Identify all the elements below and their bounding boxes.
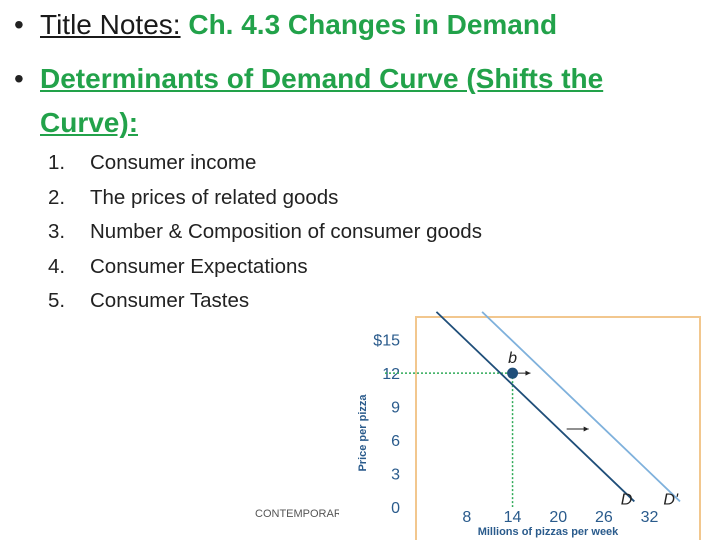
- x-tick-label: 8: [462, 509, 471, 526]
- shift-arrow-head: [525, 370, 531, 376]
- demand-curve-d: [435, 311, 635, 503]
- list-item: 3. Number & Composition of consumer goods: [48, 220, 482, 244]
- demand-curve-d-prime: [481, 311, 681, 503]
- y-tick-label: 0: [391, 500, 400, 517]
- title-prefix: Title Notes:: [40, 9, 181, 40]
- title-text: Ch. 4.3 Changes in Demand: [188, 9, 558, 40]
- point-b-group: b: [507, 350, 519, 379]
- y-tick-label: $15: [373, 333, 400, 350]
- y-axis-title: Price per pizza: [357, 394, 369, 472]
- chart-frame: [415, 316, 701, 540]
- y-tick-label: 9: [391, 400, 400, 417]
- x-tick-label: 26: [595, 509, 613, 526]
- x-axis-ticks: 8 14 20 26 32: [462, 509, 658, 526]
- point-b: [507, 367, 519, 379]
- x-tick-label: 32: [641, 509, 659, 526]
- curve-label-d: D: [621, 491, 633, 508]
- shift-arrow-head: [583, 426, 589, 432]
- x-axis-title: Millions of pizzas per week: [478, 526, 619, 538]
- heading-line: • Determinants of Demand Curve (Shifts th…: [14, 62, 603, 96]
- list-item: 1. Consumer income: [48, 151, 257, 175]
- footer-text: CONTEMPORARY: [255, 508, 339, 520]
- shift-arrows: [508, 370, 589, 432]
- title-line: • Title Notes: Ch. 4.3 Changes in Demand: [14, 8, 557, 42]
- curve-label-d-prime: D': [663, 491, 679, 508]
- y-tick-label: 6: [391, 433, 400, 450]
- y-tick-label: 12: [382, 366, 400, 383]
- bullet-icon: •: [14, 63, 24, 94]
- y-tick-label: 3: [391, 467, 400, 484]
- x-tick-label: 14: [504, 509, 522, 526]
- demand-curves: D D': [435, 311, 681, 508]
- heading-text: Determinants of Demand Curve (Shifts the: [40, 63, 604, 94]
- x-tick-label: 20: [549, 509, 567, 526]
- list-item: 5. Consumer Tastes: [48, 289, 250, 313]
- list-item: 4. Consumer Expectations: [48, 254, 308, 278]
- determinants-list: 1. Consumer income 2. The prices of relate…: [48, 146, 482, 319]
- point-b-label: b: [508, 350, 517, 367]
- y-axis-ticks: $15 12 9 6 3 0: [373, 333, 400, 517]
- bullet-icon: •: [14, 9, 24, 40]
- guide-lines: [385, 372, 514, 507]
- heading-continuation: Curve):: [40, 107, 139, 138]
- list-item: 2. The prices of related goods: [48, 185, 339, 209]
